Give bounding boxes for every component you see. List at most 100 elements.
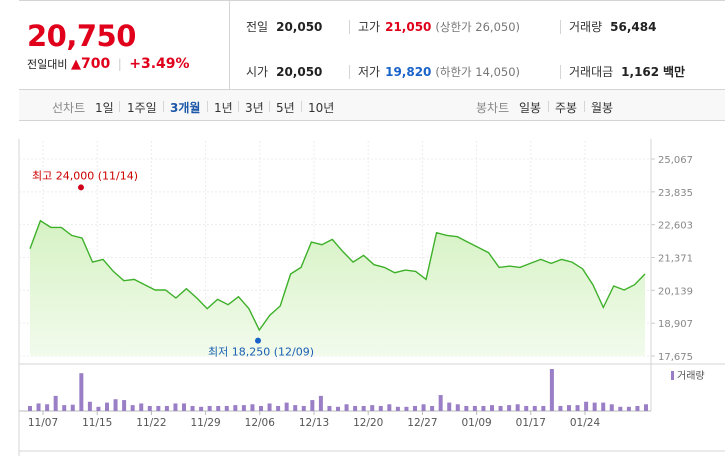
volume-bar <box>404 406 409 411</box>
change-row: 전일대비 ▲700 | +3.49% <box>27 56 190 72</box>
volume-legend-swatch <box>671 371 674 380</box>
tab-weekly-candle[interactable]: 주봉 <box>555 101 578 115</box>
volume-bar <box>498 405 503 411</box>
volume-bar <box>541 405 546 411</box>
volume-bar <box>549 369 554 411</box>
volume-bar <box>139 403 144 411</box>
volume-bar <box>532 405 537 411</box>
candle-chart-label: 봉차트 <box>476 101 510 115</box>
x-tick-label: 11/29 <box>190 417 220 429</box>
line-chart-label: 선차트 <box>52 101 86 115</box>
trade-value-amount: 1,162 <box>621 65 660 79</box>
y-tick-label: 21,371 <box>658 254 693 265</box>
high-marker <box>78 184 84 191</box>
y-tick-label: 25,067 <box>658 155 693 166</box>
volume-bar <box>113 399 118 411</box>
volume-bar <box>267 403 272 411</box>
volume-bar <box>644 404 648 411</box>
volume-bar <box>45 404 50 411</box>
tab-daily-candle[interactable]: 일봉 <box>519 101 542 115</box>
volume-bar <box>199 406 204 411</box>
volume-bar <box>147 405 152 411</box>
y-tick-label: 17,675 <box>658 352 693 363</box>
tab-1year[interactable]: 1년 <box>214 101 233 115</box>
tab-5year[interactable]: 5년 <box>276 101 295 115</box>
volume-bar <box>28 405 32 411</box>
volume-bar <box>259 405 263 411</box>
x-tick-label: 01/09 <box>461 417 491 429</box>
volume-bar <box>327 405 332 411</box>
volume-bar <box>301 405 306 411</box>
volume: 거래량 56,484 <box>569 18 656 35</box>
tab-3month[interactable]: 3개월 <box>170 101 201 115</box>
volume-bar <box>62 405 67 411</box>
y-tick-label: 23,835 <box>658 188 693 199</box>
tab-monthly-candle[interactable]: 월봉 <box>591 101 614 115</box>
volume-bar <box>156 405 161 411</box>
volume-bar <box>481 405 486 411</box>
volume-bar <box>87 401 92 411</box>
x-tick-label: 12/27 <box>407 417 437 429</box>
volume-bar <box>122 400 127 411</box>
volume-bar <box>276 405 281 411</box>
x-tick-label: 12/20 <box>353 417 383 429</box>
x-tick-label: 11/07 <box>28 417 58 429</box>
price-area-fill <box>30 220 645 356</box>
volume-bar <box>344 404 349 411</box>
tab-1day[interactable]: 1일 <box>95 101 114 115</box>
tab-1week[interactable]: 1주일 <box>127 101 157 115</box>
volume-bar <box>618 406 623 411</box>
volume-bar <box>438 395 443 411</box>
y-tick-label: 18,907 <box>658 319 693 330</box>
volume-bar <box>635 405 640 411</box>
volume-bar <box>353 405 358 411</box>
volume-bar <box>70 404 75 411</box>
volume-bar <box>79 373 84 411</box>
price-box: 20,750 전일대비 ▲700 | +3.49% <box>19 1 230 90</box>
x-tick-label: 11/15 <box>82 417 112 429</box>
volume-bar <box>515 404 520 411</box>
volume-bar <box>558 405 563 411</box>
y-tick-label: 22,603 <box>658 221 693 232</box>
volume-value: 56,484 <box>610 20 657 34</box>
day-high: 고가 21,050 (상한가 26,050) <box>358 18 520 35</box>
current-price: 20,750 <box>27 19 136 53</box>
prev-close-value: 20,050 <box>276 20 323 34</box>
volume-bar <box>430 405 435 411</box>
volume-legend-label: 거래량 <box>677 370 705 382</box>
volume-bar <box>130 405 135 411</box>
volume-bar <box>413 405 417 411</box>
volume-bar <box>173 403 178 411</box>
prev-close: 전일 20,050 <box>246 18 322 35</box>
chart-period-tabs: 선차트 1일 1주일 3개월 1년 3년 5년 10년 봉차트 일봉 주봉 월봉 <box>19 90 725 121</box>
change-percent: +3.49% <box>129 56 190 72</box>
volume-bar <box>575 405 580 411</box>
open-value: 20,050 <box>276 65 323 79</box>
volume-bar <box>370 405 375 411</box>
up-triangle-icon: ▲ <box>70 57 81 72</box>
x-tick-label: 12/13 <box>299 417 329 429</box>
tab-3year[interactable]: 3년 <box>245 101 264 115</box>
volume-bar <box>310 400 315 411</box>
x-tick-label: 11/22 <box>136 417 166 429</box>
tab-10year[interactable]: 10년 <box>308 101 335 115</box>
volume-bar <box>105 402 109 411</box>
day-low: 저가 19,820 (하한가 14,050) <box>358 63 520 80</box>
high-annotation: 최고 24,000 (11/14) <box>32 169 138 182</box>
volume-bar <box>584 401 589 411</box>
volume-bar <box>472 405 477 411</box>
volume-bar <box>96 406 101 411</box>
y-tick-label: 20,139 <box>658 286 693 297</box>
volume-bar <box>609 404 614 411</box>
trade-value: 거래대금 1,162 백만 <box>569 63 685 80</box>
trade-value-unit: 백만 <box>662 65 686 79</box>
volume-bar <box>447 402 452 411</box>
volume-bar <box>241 405 246 411</box>
low-label: 저가 <box>358 65 381 79</box>
upper-limit: (상한가 26,050) <box>435 20 521 34</box>
volume-bar <box>592 402 597 411</box>
change-amount: 700 <box>80 56 111 72</box>
volume-bar <box>507 405 512 411</box>
volume-bar <box>224 405 229 411</box>
volume-bar <box>216 405 221 411</box>
